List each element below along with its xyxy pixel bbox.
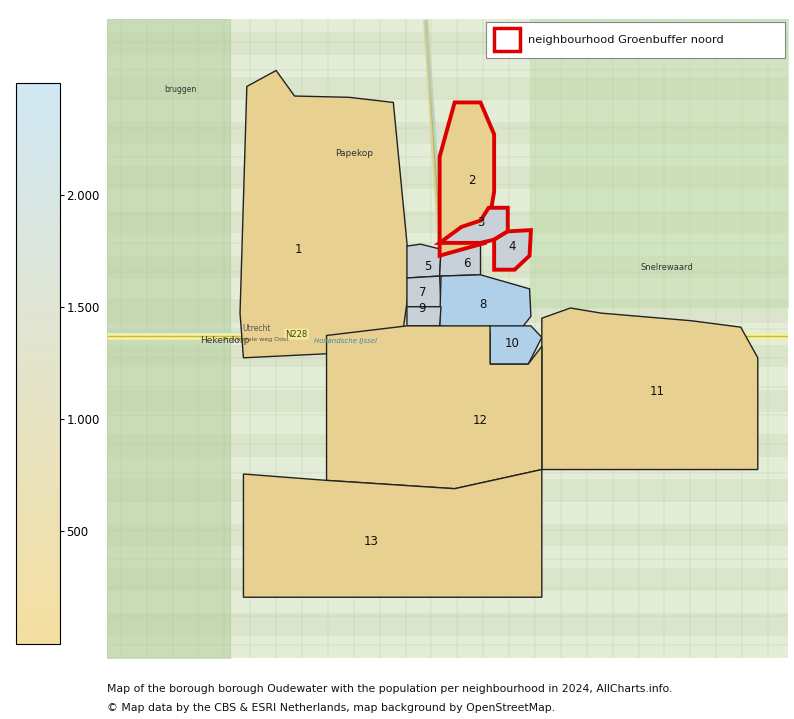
- Bar: [107, 524, 788, 546]
- Text: Map of the borough borough Oudewater with the population per neighbourhood in 20: Map of the borough borough Oudewater wit…: [107, 684, 673, 695]
- Bar: [107, 301, 788, 323]
- Bar: [107, 367, 788, 390]
- Text: Utrecht: Utrecht: [243, 324, 272, 333]
- Text: 7: 7: [419, 286, 426, 299]
- Polygon shape: [542, 308, 757, 470]
- Text: Provinciale weg Oost: Provinciale weg Oost: [223, 337, 288, 342]
- Text: 4: 4: [509, 239, 516, 252]
- Bar: [107, 278, 788, 301]
- Text: Hollandsche IJssel: Hollandsche IJssel: [314, 338, 377, 344]
- Polygon shape: [494, 230, 531, 270]
- Bar: [107, 256, 788, 278]
- Text: bruggen: bruggen: [164, 85, 197, 94]
- Bar: [107, 457, 788, 479]
- Bar: [107, 323, 788, 345]
- Polygon shape: [407, 276, 441, 307]
- Text: 1: 1: [295, 243, 302, 256]
- Bar: [107, 546, 788, 569]
- Text: 12: 12: [473, 414, 488, 427]
- Bar: [107, 613, 788, 636]
- Polygon shape: [407, 307, 441, 326]
- Bar: [107, 188, 788, 211]
- Text: 8: 8: [480, 298, 487, 311]
- Text: 10: 10: [504, 337, 519, 350]
- Bar: [107, 211, 788, 233]
- Text: 6: 6: [463, 257, 471, 270]
- Bar: [107, 434, 788, 457]
- Text: 13: 13: [364, 535, 379, 548]
- Bar: [107, 166, 788, 188]
- Bar: [107, 233, 788, 256]
- Polygon shape: [440, 243, 480, 276]
- Text: 3: 3: [477, 216, 484, 229]
- Bar: [107, 390, 788, 412]
- Polygon shape: [475, 326, 542, 365]
- Bar: [107, 501, 788, 524]
- Bar: [107, 77, 788, 99]
- Bar: [107, 19, 788, 32]
- Polygon shape: [240, 70, 410, 358]
- Polygon shape: [440, 208, 508, 243]
- Bar: [107, 636, 788, 658]
- Bar: [107, 479, 788, 501]
- Text: 11: 11: [650, 385, 665, 398]
- Text: 5: 5: [424, 260, 431, 273]
- Text: Papekop: Papekop: [335, 149, 373, 158]
- Polygon shape: [326, 326, 542, 489]
- Text: © Map data by the CBS & ESRI Netherlands, map background by OpenStreetMap.: © Map data by the CBS & ESRI Netherlands…: [107, 703, 555, 713]
- Bar: [494, 28, 520, 51]
- Text: 9: 9: [418, 302, 426, 315]
- Text: neighbourhood Groenbuffer noord: neighbourhood Groenbuffer noord: [528, 35, 724, 45]
- Bar: [107, 55, 788, 77]
- Text: Snelrewaard: Snelrewaard: [641, 262, 693, 272]
- Bar: [107, 412, 788, 434]
- Bar: [107, 122, 788, 144]
- Text: 2: 2: [468, 174, 476, 187]
- Bar: [107, 99, 788, 122]
- Bar: [107, 569, 788, 591]
- Bar: [107, 32, 788, 55]
- FancyBboxPatch shape: [486, 22, 785, 58]
- Polygon shape: [407, 244, 441, 278]
- Bar: [107, 144, 788, 166]
- Bar: [107, 345, 788, 367]
- Polygon shape: [440, 102, 494, 256]
- Polygon shape: [440, 275, 531, 332]
- Polygon shape: [244, 470, 542, 597]
- Text: Hekendorp: Hekendorp: [199, 336, 249, 345]
- Bar: [107, 591, 788, 613]
- Text: N228: N228: [286, 330, 308, 339]
